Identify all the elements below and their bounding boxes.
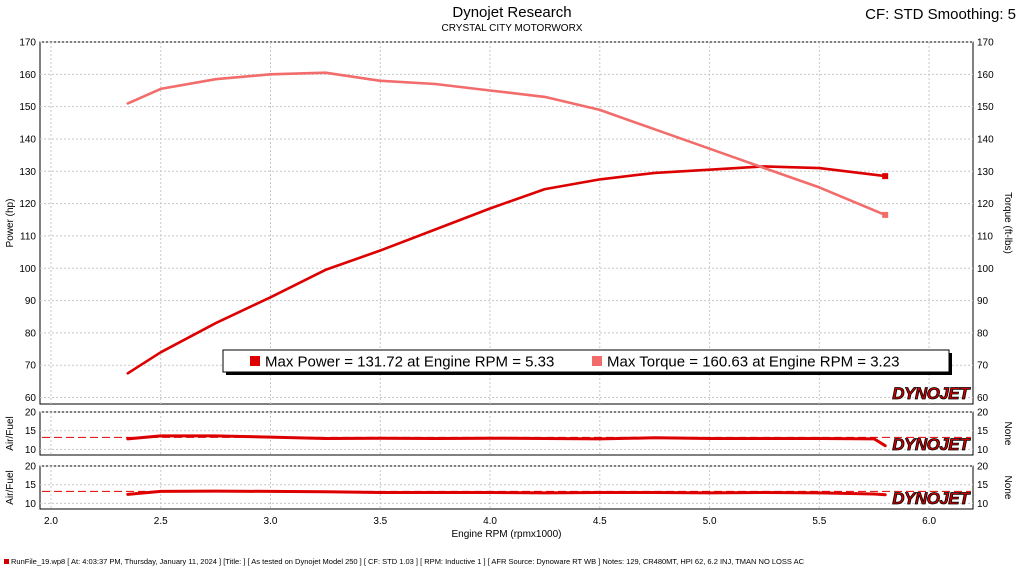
y-tick-label: 10	[25, 445, 37, 456]
y-axis-label: Air/Fuel	[5, 416, 16, 450]
run-info-footer: RunFile_19.wp8 [ At: 4:03:37 PM, Thursda…	[4, 557, 804, 566]
chart-title: Dynojet Research	[452, 4, 572, 21]
chart-subtitle: CRYSTAL CITY MOTORWORX	[441, 23, 583, 34]
y-tick-label: 90	[25, 296, 37, 307]
power-line-0	[126, 165, 887, 375]
y-tick-label: 170	[19, 38, 36, 49]
plot-frame-0	[39, 41, 974, 405]
run-marker-icon	[4, 559, 9, 564]
dyno-chart: 60 60 70 70 80 80 90 90 100 100 110 110 120 120 130 130…	[5, 38, 1013, 541]
y-tick-label: 15	[25, 480, 37, 491]
y2-tick-label: 80	[977, 328, 989, 339]
y2-tick-label: 60	[977, 393, 989, 404]
x-tick-label: 3.0	[264, 516, 278, 527]
air-fuel-line-1	[126, 434, 887, 448]
dynojet-logo: DYNOJET	[892, 435, 971, 454]
y-tick-label: 20	[25, 408, 37, 419]
air-fuel-line-2	[126, 489, 887, 497]
legend-torque-label: Max Torque = 160.63 at Engine RPM = 3.23	[607, 354, 899, 371]
y2-tick-label: 140	[977, 134, 994, 145]
y-axis-label: Power (hp)	[5, 199, 16, 248]
y-tick-label: 15	[25, 426, 37, 437]
y2-tick-label: 10	[977, 445, 989, 456]
torque-end-marker	[882, 211, 889, 218]
y-tick-label: 20	[25, 462, 37, 473]
y2-tick-label: 90	[977, 296, 989, 307]
y2-tick-label: 120	[977, 199, 994, 210]
y2-tick-label: 20	[977, 462, 989, 473]
x-axis-label: Engine RPM (rpmx1000)	[451, 529, 561, 540]
legend-box	[222, 349, 950, 373]
y-tick-label: 80	[25, 328, 37, 339]
legend-power-label: Max Power = 131.72 at Engine RPM = 5.33	[265, 354, 554, 371]
y2-tick-label: 15	[977, 426, 989, 437]
y-tick-label: 130	[19, 167, 36, 178]
y2-tick-label: 130	[977, 167, 994, 178]
y2-tick-label: 20	[977, 408, 989, 419]
x-tick-label: 4.5	[593, 516, 607, 527]
plot-frame-1	[39, 411, 974, 456]
y2-tick-label: 15	[977, 480, 989, 491]
y-tick-label: 140	[19, 134, 36, 145]
y-axis-label: Air/Fuel	[5, 470, 16, 504]
y2-tick-label: 160	[977, 70, 994, 81]
y-tick-label: 160	[19, 70, 36, 81]
plot-frame-2	[39, 465, 974, 510]
x-tick-label: 2.5	[154, 516, 168, 527]
y2-axis-label: Torque (ft-lbs)	[1002, 192, 1013, 254]
y-tick-label: 120	[19, 199, 36, 210]
power-end-marker	[882, 173, 889, 180]
y2-tick-label: 100	[977, 264, 994, 275]
y-tick-label: 150	[19, 102, 36, 113]
run-info-text: RunFile_19.wp8 [ At: 4:03:37 PM, Thursda…	[11, 557, 804, 566]
y2-axis-label: None	[1002, 476, 1013, 500]
y2-axis-label: None	[1002, 422, 1013, 446]
torque-line-0	[126, 71, 887, 217]
x-tick-label: 2.0	[44, 516, 58, 527]
y-tick-label: 60	[25, 393, 37, 404]
y-tick-label: 110	[20, 231, 36, 242]
correction-smoothing-label: CF: STD Smoothing: 5	[865, 6, 1016, 23]
y2-tick-label: 110	[977, 231, 993, 242]
y2-tick-label: 150	[977, 102, 994, 113]
x-tick-label: 3.5	[373, 516, 387, 527]
x-tick-label: 5.5	[812, 516, 826, 527]
x-tick-label: 4.0	[483, 516, 497, 527]
dynojet-logo: DYNOJET	[892, 384, 971, 403]
y2-tick-label: 70	[977, 361, 989, 372]
x-tick-label: 6.0	[922, 516, 936, 527]
y2-tick-label: 10	[977, 499, 989, 510]
x-tick-label: 5.0	[703, 516, 717, 527]
y2-tick-label: 170	[977, 38, 994, 49]
y-tick-label: 100	[19, 264, 36, 275]
y-tick-label: 10	[25, 499, 37, 510]
y-tick-label: 70	[25, 361, 37, 372]
dynojet-logo: DYNOJET	[892, 489, 971, 508]
legend-power-swatch	[250, 356, 260, 366]
legend-torque-swatch	[592, 356, 602, 366]
